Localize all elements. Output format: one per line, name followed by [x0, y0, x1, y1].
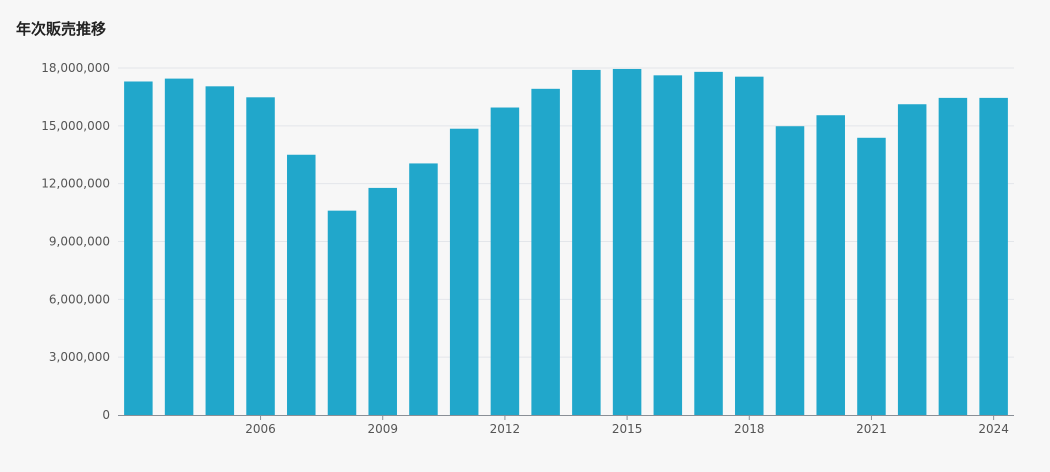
bar-2019 — [775, 126, 805, 416]
x-tick-label: 2015 — [612, 422, 643, 436]
bar-2012 — [490, 107, 520, 416]
y-tick-label: 3,000,000 — [49, 350, 110, 364]
x-tick-label: 2024 — [978, 422, 1009, 436]
bar-2008 — [327, 210, 357, 415]
bar-2005 — [205, 86, 235, 415]
bar-2006 — [246, 97, 275, 416]
bar-2007 — [287, 154, 316, 415]
bar-2020 — [816, 115, 845, 415]
y-tick-label: 9,000,000 — [49, 235, 110, 249]
bar-2018 — [735, 76, 764, 416]
bar-2017 — [694, 71, 723, 415]
x-tick-label: 2006 — [245, 422, 276, 436]
y-tick-label: 18,000,000 — [41, 61, 110, 75]
x-tick-label: 2018 — [734, 422, 765, 436]
x-tick-label: 2021 — [856, 422, 887, 436]
bar-2003 — [124, 81, 153, 415]
bars — [124, 68, 1008, 416]
bar-2015 — [612, 68, 642, 415]
bar-2014 — [572, 69, 601, 415]
bar-2013 — [531, 88, 560, 415]
bar-2009 — [368, 187, 397, 415]
y-tick-label: 15,000,000 — [41, 119, 110, 133]
x-tick-label: 2012 — [490, 422, 521, 436]
axes: 0 3,000,000 6,000,000 9,000,000 12,000,000 15… — [41, 61, 1014, 436]
chart-title: 年次販売推移 — [16, 20, 107, 38]
x-tick-label: 2009 — [367, 422, 398, 436]
bar-2010 — [409, 163, 438, 415]
bar-2022 — [897, 104, 927, 416]
y-tick-label: 0 — [102, 408, 110, 422]
bar-2023 — [938, 97, 968, 415]
bar-2016 — [653, 75, 683, 415]
y-tick-label: 12,000,000 — [41, 177, 110, 191]
bar-2004 — [164, 78, 194, 415]
bar-2021 — [857, 137, 886, 415]
y-tick-label: 6,000,000 — [49, 292, 110, 306]
bar-2024 — [979, 97, 1008, 415]
bar-2011 — [449, 128, 479, 415]
